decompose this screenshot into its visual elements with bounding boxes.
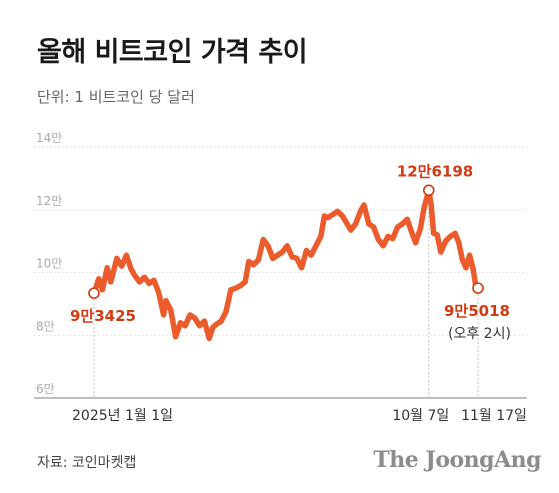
- x-tick-label: 10월 7일: [392, 408, 449, 424]
- brand-logo: The JoongAng: [373, 447, 541, 473]
- y-tick-labels: 14만 12만 10만 8만 6만: [36, 131, 62, 396]
- y-tick-label: 6만: [36, 382, 55, 396]
- y-tick-label: 10만: [36, 257, 62, 271]
- grid-lines: [34, 146, 527, 399]
- y-tick-label: 12만: [36, 194, 62, 208]
- annotation-guides: [93, 196, 479, 398]
- x-tick-label: 2025년 1월 1일: [72, 408, 173, 424]
- annotation-marker: [88, 287, 100, 299]
- x-tick-label: 11월 17일: [461, 408, 527, 424]
- annotation-labels: 9만3425 12만6198 9만5018 (오후 2시): [70, 162, 511, 342]
- chart-title: 올해 비트코인 가격 추이: [37, 37, 308, 68]
- annotation-marker: [472, 282, 484, 294]
- annotation-markers: [88, 184, 484, 299]
- annotation-label: 9만3425: [70, 307, 136, 325]
- x-tick-labels: 2025년 1월 1일 10월 7일 11월 17일: [72, 408, 527, 424]
- series-line: [91, 187, 481, 342]
- unit-label: 단위: 1 비트코인 당 달러: [37, 88, 195, 106]
- y-tick-label: 8만: [36, 319, 55, 333]
- annotation-marker: [422, 184, 435, 197]
- annotation-label: 12만6198: [397, 162, 473, 180]
- series-group: [91, 187, 481, 342]
- y-tick-label: 14만: [36, 131, 62, 145]
- annotation-sublabel: (오후 2시): [448, 326, 511, 342]
- source-note: 자료: 코인마켓캡: [37, 455, 137, 471]
- annotation-label: 9만5018: [444, 302, 510, 320]
